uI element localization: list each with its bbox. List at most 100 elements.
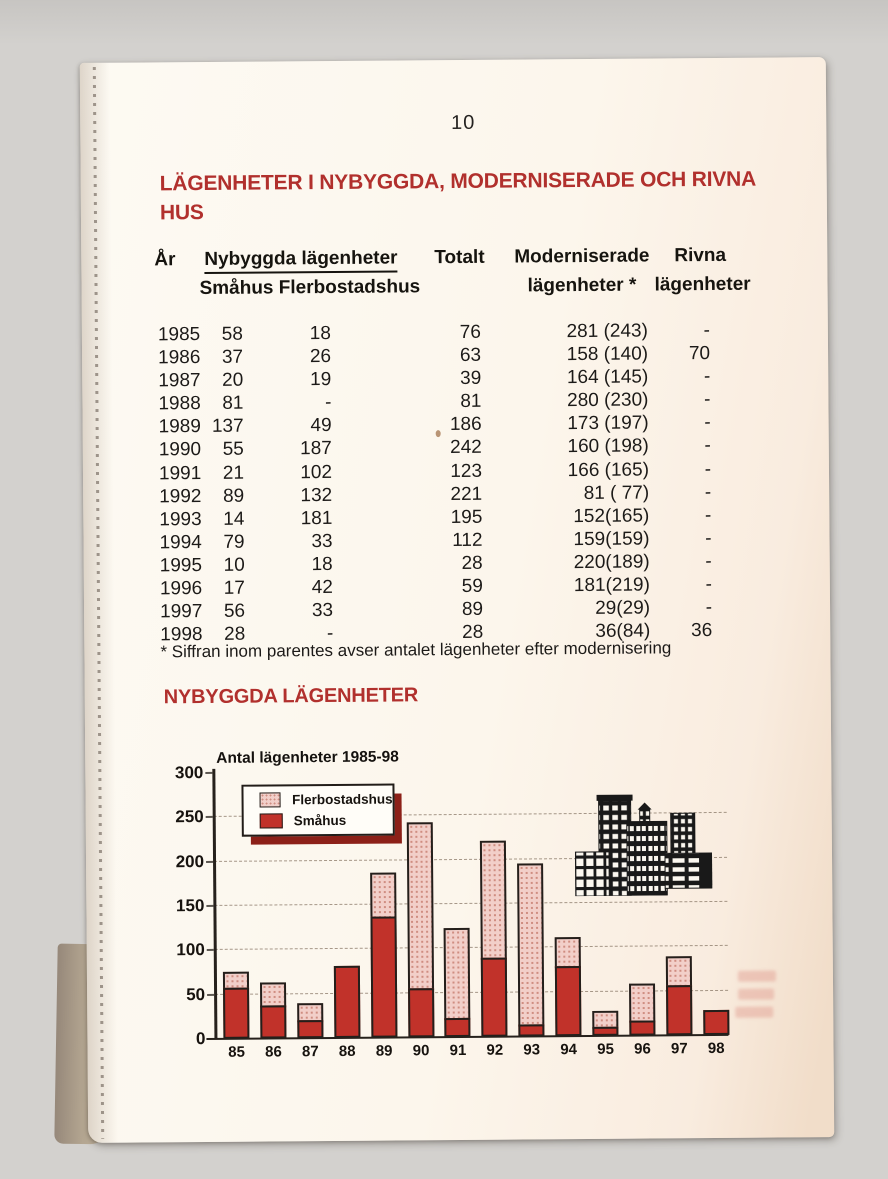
bar-smahus-94 (554, 965, 582, 1037)
table-cell: - (704, 481, 712, 503)
table-cell: 55 (222, 439, 244, 461)
table-cell: 81 ( 77) (583, 482, 650, 504)
ink-bleedthrough (735, 1006, 774, 1018)
table-cell: 21 (222, 462, 245, 484)
data-table-body: 1985 58 18 76 281 (243) - 1986 37 26 63 158 (140) 7… (158, 319, 713, 647)
gridline-150 (214, 900, 728, 906)
table-cell: 18 (311, 553, 333, 576)
table-cell: 1987 (158, 370, 201, 392)
table-cell: - (704, 389, 711, 411)
gridline-100 (214, 945, 728, 951)
table-cell: 20 (222, 369, 244, 392)
table-cell: 181 (300, 507, 333, 529)
table-cell: 280 (230) (567, 389, 649, 412)
paper-speck (435, 430, 441, 438)
bar-smahus-91 (444, 1018, 471, 1038)
x-axis-label-95: 95 (597, 1040, 614, 1058)
table-cell: - (705, 550, 712, 572)
x-axis-label-87: 87 (301, 1043, 319, 1061)
table-cell: - (704, 504, 712, 526)
table-cell: 1986 (158, 347, 201, 369)
table-cell: 186 (449, 414, 482, 436)
bar-flerbostadshus-89 (369, 872, 397, 919)
table-cell: 33 (311, 600, 334, 622)
x-axis-label-89: 89 (375, 1042, 393, 1060)
y-tick-150 (206, 904, 214, 907)
table-cell: 18 (309, 322, 331, 345)
table-cell: 166 (165) (567, 459, 650, 481)
x-axis-label-93: 93 (523, 1041, 541, 1059)
table-cell: 112 (452, 529, 483, 551)
legend-item-flerbostadshus: Flerbostadshus (259, 791, 393, 808)
table-cell: 1992 (159, 485, 202, 507)
table-cell: 29(29) (595, 597, 651, 620)
y-axis-label-50: 50 (186, 984, 206, 1004)
table-cell: 79 (223, 531, 245, 553)
x-axis-label-92: 92 (486, 1041, 504, 1059)
table-cell: 26 (309, 346, 332, 368)
table-cell: 123 (450, 460, 483, 482)
table-cell: 81 (460, 391, 482, 413)
table-cell: 33 (311, 530, 333, 552)
x-axis-label-98: 98 (707, 1039, 725, 1058)
table-cell: - (705, 574, 712, 596)
legend-label-flerbostadshus: Flerbostadshus (291, 791, 393, 808)
page-number: 10 (451, 111, 476, 135)
x-axis-label-86: 86 (265, 1043, 282, 1061)
table-cell: 152(165) (573, 505, 650, 527)
table-cell: 81 (222, 392, 244, 415)
table-cell: 164 (145) (566, 366, 649, 389)
x-axis-label-85: 85 (228, 1043, 245, 1061)
bar-flerbostadshus-91 (443, 927, 471, 1021)
x-axis-label-90: 90 (412, 1042, 430, 1060)
y-axis-label-100: 100 (176, 940, 205, 960)
col-header-year: År (154, 249, 176, 271)
table-cell: 70 (688, 343, 711, 365)
table-cell: - (325, 392, 332, 414)
col-subheader-smahus-flerbostadshus: Småhus Flerbostadshus (199, 276, 421, 300)
bar-smahus-98 (702, 1010, 730, 1036)
y-axis-label-150: 150 (175, 895, 205, 916)
section-heading-nybyggda: NYBYGGDA LÄGENHETER (163, 684, 419, 709)
bar-flerbostadshus-92 (480, 840, 508, 960)
chart-legend: Flerbostadshus Småhus (241, 783, 395, 837)
bar-smahus-88 (333, 965, 361, 1038)
table-cell: 1996 (159, 578, 203, 600)
table-cell: 63 (459, 344, 482, 367)
y-tick-50 (207, 993, 215, 996)
y-axis-label-300: 300 (174, 762, 204, 783)
main-heading-line2: HUS (159, 200, 204, 225)
table-cell: 195 (450, 506, 483, 528)
main-heading-line1: LÄGENHETER I NYBYGGDA, MODERNISERADE OCH… (159, 167, 757, 196)
table-cell: 1985 (157, 324, 201, 346)
bar-flerbostadshus-97 (665, 956, 692, 988)
table-cell: 173 (197) (567, 412, 649, 435)
y-tick-200 (206, 860, 214, 863)
buildings-clipart-icon (574, 794, 713, 897)
table-cell: 28 (461, 552, 483, 574)
col-header-moderniserade-sub: lägenheter * (527, 274, 637, 297)
table-cell: 187 (300, 438, 332, 460)
document-page: 10 LÄGENHETER I NYBYGGDA, MODERNISERADE … (79, 57, 835, 1143)
table-cell: - (703, 366, 711, 388)
bar-smahus-97 (665, 985, 693, 1036)
x-axis-label-88: 88 (338, 1042, 356, 1060)
bar-flerbostadshus-93 (517, 863, 545, 1027)
y-axis-label-0: 0 (195, 1028, 206, 1049)
table-cell: - (705, 597, 713, 619)
table-cell: 14 (223, 508, 245, 530)
bar-flerbostadshus-94 (554, 936, 581, 969)
table-cell: 102 (300, 461, 333, 483)
table-cell: 56 (223, 600, 246, 622)
col-header-rivna-sub: lägenheter (654, 273, 751, 296)
table-cell: 1988 (158, 393, 201, 415)
table-cell: 42 (311, 577, 333, 599)
col-header-nybyggda: Nybyggda lägenheter (204, 247, 398, 274)
table-cell: 137 (211, 416, 244, 438)
ink-bleedthrough (737, 970, 777, 982)
bar-flerbostadshus-90 (406, 822, 434, 991)
table-cell: 158 (140) (566, 343, 649, 366)
col-header-moderniserade: Moderniserade (514, 245, 650, 268)
table-cell: 1993 (159, 508, 202, 531)
table-cell: 132 (300, 484, 333, 506)
